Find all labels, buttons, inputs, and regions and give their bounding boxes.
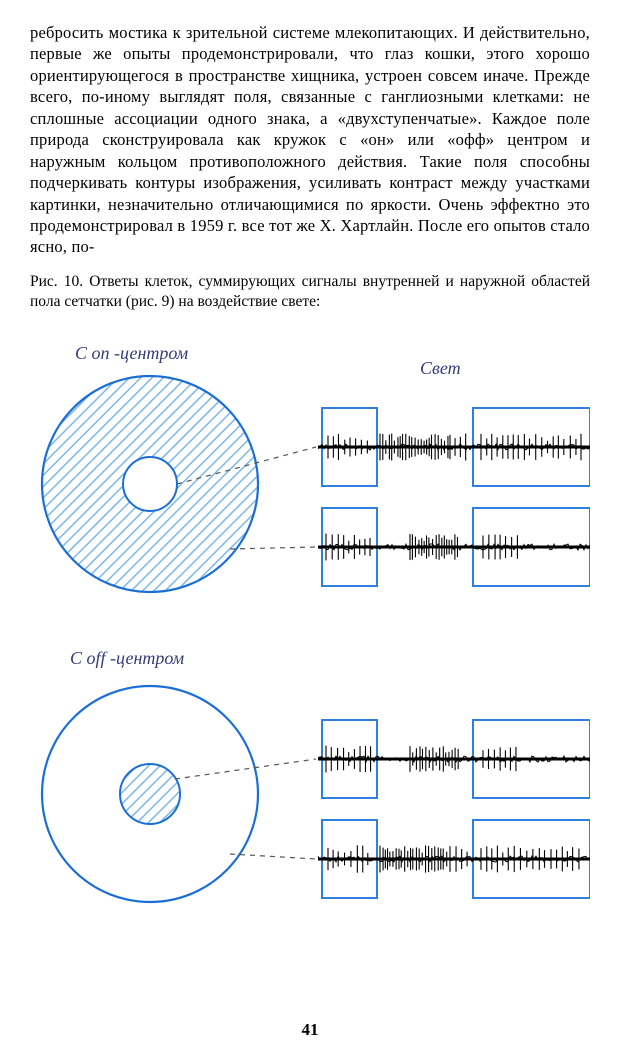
body-paragraph: ребросить мостика к зрительной системе м… (30, 22, 590, 258)
page-number: 41 (0, 1020, 620, 1040)
figure-area: С on -центром С off -центром Свет (30, 329, 590, 969)
figure-caption: Рис. 10. Ответы клеток, суммирующих сигн… (30, 272, 590, 312)
svg-text:Свет: Свет (420, 358, 461, 378)
svg-text:С on -центром: С on -центром (75, 343, 189, 363)
figure-svg: С on -центром С off -центром Свет (30, 329, 590, 969)
svg-text:С off -центром: С off -центром (70, 648, 185, 668)
